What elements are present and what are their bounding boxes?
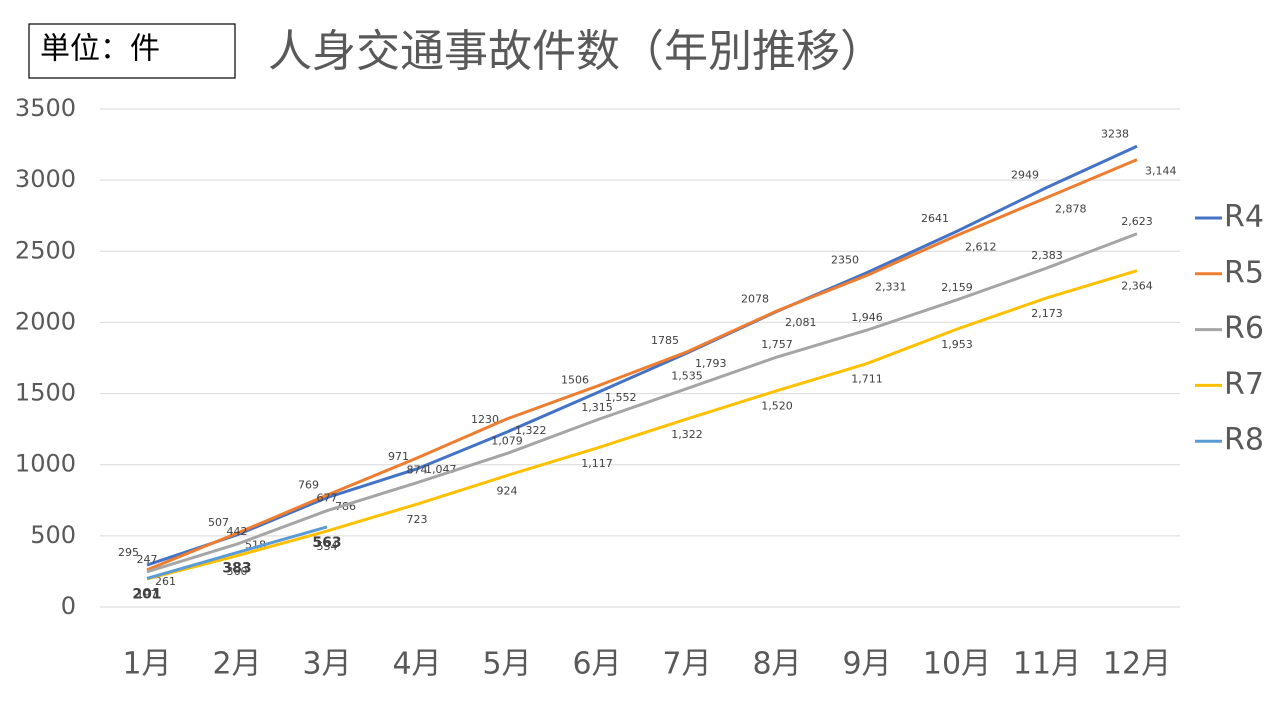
data-label: 2,173 [1031,307,1063,320]
y-tick-label: 2000 [15,307,76,335]
y-tick-label: 3000 [15,165,76,193]
data-label: 2350 [831,254,859,267]
x-tick-label: 6月 [572,647,621,682]
y-tick-label: 3500 [15,94,76,122]
data-label: 1,793 [695,357,727,370]
series-line [146,269,1138,581]
data-label: 2,878 [1055,203,1087,216]
x-tick-label: 7月 [662,647,711,682]
data-label: 1785 [651,334,679,347]
data-label: 1230 [471,413,499,426]
data-label: 3238 [1101,127,1129,140]
series-line [146,232,1138,574]
series-line [146,525,328,580]
data-label: 677 [317,492,338,505]
data-label: 2078 [741,292,769,305]
data-label: 1,552 [605,391,637,404]
y-tick-label: 0 [61,592,76,620]
data-label: 723 [407,513,428,526]
x-tick-label: 8月 [752,647,801,682]
x-tick-label: 12月 [1103,647,1171,682]
x-tick-label: 5月 [482,647,531,682]
data-label: 2,623 [1121,215,1153,228]
data-label: 1,322 [515,424,547,437]
data-label: 769 [298,479,319,492]
data-label: 261 [155,575,176,588]
y-tick-label: 1500 [15,379,76,407]
x-tick-label: 2月 [212,647,261,682]
data-label: 2641 [921,212,949,225]
data-label: 383 [222,561,251,577]
data-label: 2,081 [785,316,817,329]
data-label: 295 [118,546,139,559]
unit-label: 単位：件 [40,32,160,67]
data-label: 1,946 [851,311,883,324]
data-label: 534 [317,540,338,553]
series-line [146,158,1138,572]
data-label: 1,535 [671,370,703,383]
data-label: 2,612 [965,240,997,253]
data-label: 2,331 [875,280,907,293]
data-label: 1,315 [581,401,613,414]
x-tick-label: 3月 [302,647,351,682]
data-label: 1,117 [581,457,613,470]
data-label: 1,520 [761,400,793,413]
legend-label: R5 [1224,255,1264,290]
x-tick-label: 11月 [1013,647,1081,682]
data-label: 971 [388,450,409,463]
data-label: 2,383 [1031,249,1063,262]
x-tick-label: 10月 [923,647,991,682]
y-tick-label: 1000 [15,450,76,478]
data-label: 874 [407,464,428,477]
data-label: 1,953 [941,338,973,351]
unit-box [28,23,236,79]
data-label: 1506 [561,374,589,387]
data-label: 1,322 [671,428,703,441]
x-tick-label: 9月 [842,647,891,682]
data-label: 2949 [1011,168,1039,181]
legend-label: R8 [1224,423,1264,458]
legend-label: R4 [1224,200,1264,235]
data-label: 197 [137,588,158,601]
x-tick-label: 4月 [392,647,441,682]
y-tick-label: 2500 [15,236,76,264]
chart-title: 人身交通事故件数（年別推移） [268,26,884,77]
data-label: 201 [132,586,161,602]
data-label: 442 [227,525,248,538]
legend-label: R6 [1224,311,1264,346]
data-label: 507 [208,516,229,529]
data-label: 1,757 [761,338,793,351]
data-label: 1,711 [851,373,883,386]
x-tick-label: 1月 [122,647,171,682]
data-label: 924 [497,485,518,498]
data-label: 563 [312,535,341,551]
data-label: 247 [137,553,158,566]
data-label: 360 [227,565,248,578]
legend-label: R7 [1224,367,1264,402]
data-label: 2,364 [1121,280,1153,293]
data-label: 2,159 [941,281,973,294]
y-tick-label: 500 [30,521,76,549]
data-label: 1,079 [491,434,523,447]
data-label: 3,144 [1145,165,1177,178]
series-line [146,144,1138,567]
